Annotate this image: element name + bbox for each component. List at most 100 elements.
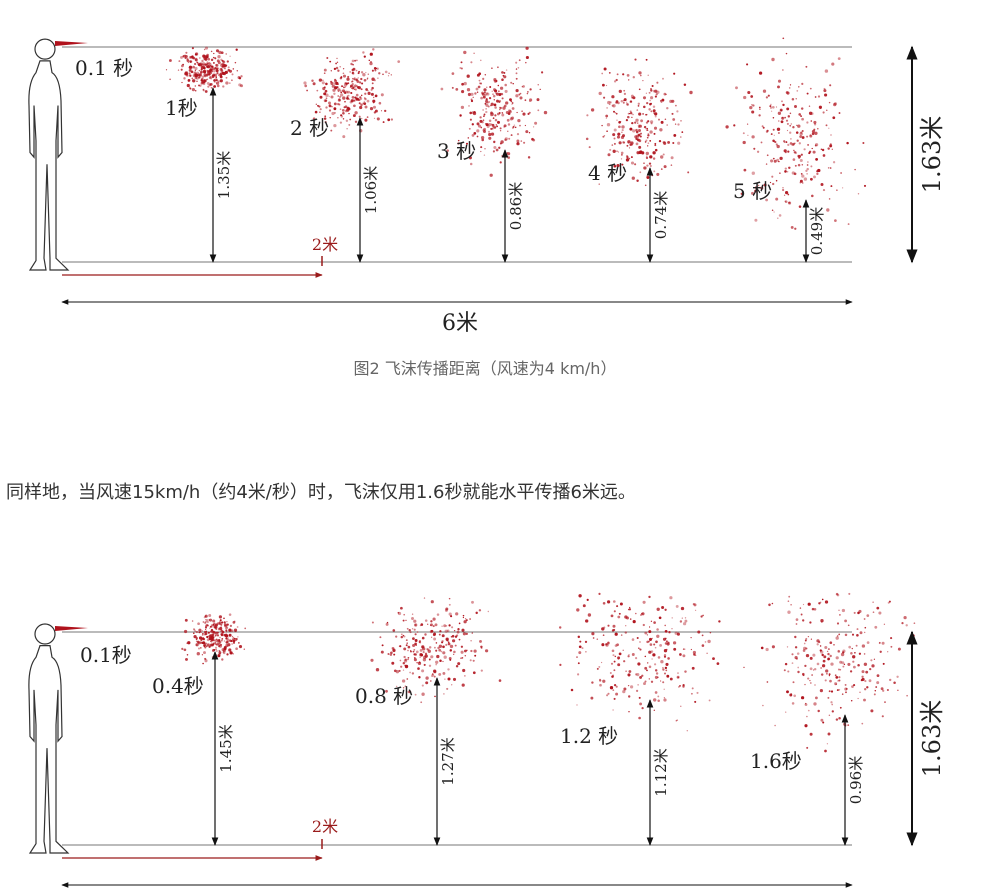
droplet (429, 680, 432, 682)
droplet (700, 615, 703, 618)
droplet (409, 631, 412, 634)
droplet (208, 64, 211, 67)
droplet (825, 124, 828, 127)
droplet (184, 618, 188, 622)
droplet (505, 101, 509, 105)
droplet (364, 97, 367, 101)
droplet (473, 649, 477, 653)
droplet (220, 639, 223, 642)
droplet (816, 662, 820, 666)
droplet (639, 648, 642, 651)
droplet (740, 192, 744, 196)
droplet (516, 139, 520, 143)
droplet (800, 173, 803, 175)
droplet (465, 619, 468, 622)
droplet (609, 672, 612, 674)
droplet (476, 73, 480, 77)
droplet (802, 182, 804, 184)
droplet (370, 88, 373, 91)
droplet (847, 624, 850, 627)
droplet (616, 119, 618, 121)
droplet (498, 92, 502, 96)
droplet (360, 77, 363, 81)
droplet (191, 620, 194, 622)
droplet (601, 627, 605, 631)
droplet (441, 634, 445, 638)
droplet (743, 666, 745, 669)
droplet (770, 159, 774, 163)
droplet (660, 120, 664, 124)
droplet (616, 73, 619, 76)
droplet (373, 96, 375, 99)
droplet (420, 701, 423, 704)
droplet (842, 665, 845, 668)
droplet (808, 150, 812, 153)
droplet (613, 683, 617, 687)
droplet (210, 635, 214, 640)
droplet (813, 702, 817, 706)
droplet (622, 141, 625, 144)
droplet (407, 645, 411, 649)
droplet (612, 674, 615, 677)
droplet (484, 148, 486, 150)
droplet (802, 649, 806, 652)
droplet (814, 96, 817, 98)
droplet (340, 115, 344, 118)
droplet (511, 107, 515, 110)
droplet (881, 715, 884, 718)
droplet (407, 658, 409, 661)
droplet (226, 620, 228, 623)
droplet (401, 633, 403, 635)
droplet (806, 715, 808, 718)
droplet (810, 638, 813, 640)
droplet (657, 695, 660, 698)
droplet (780, 110, 783, 112)
droplet (453, 650, 456, 654)
droplet (226, 623, 229, 626)
droplet (809, 134, 813, 138)
droplet (605, 117, 608, 119)
droplet (229, 652, 231, 654)
droplet (196, 80, 198, 83)
droplet (431, 673, 435, 677)
droplet (224, 67, 226, 70)
droplet (417, 661, 422, 666)
droplet (606, 694, 609, 697)
droplet (426, 648, 429, 651)
droplet (681, 131, 684, 133)
droplet (488, 136, 492, 140)
droplet (864, 626, 867, 629)
droplet (440, 87, 444, 91)
droplet (617, 615, 621, 619)
droplet (218, 615, 222, 619)
droplet (817, 168, 821, 173)
droplet (811, 607, 815, 611)
droplet (676, 632, 680, 636)
droplet (645, 58, 648, 61)
droplet (826, 743, 829, 745)
droplet (683, 83, 687, 86)
droplet (806, 121, 809, 124)
droplet (605, 84, 608, 87)
droplet (794, 164, 797, 167)
droplet (605, 643, 609, 647)
droplet (601, 72, 604, 75)
droplet (484, 93, 487, 96)
droplet (483, 113, 486, 116)
droplet (709, 631, 712, 634)
droplet (805, 702, 807, 705)
droplet (494, 118, 498, 122)
droplet (205, 630, 208, 633)
droplet (444, 629, 448, 633)
droplet (227, 636, 229, 638)
droplet (826, 208, 830, 212)
droplet (384, 109, 387, 113)
droplet (797, 163, 801, 167)
droplet (598, 665, 601, 668)
droplet (217, 654, 221, 658)
droplet (762, 704, 764, 707)
droplet (636, 138, 640, 142)
droplet (666, 674, 670, 678)
droplet (482, 77, 485, 80)
droplet (340, 90, 342, 92)
